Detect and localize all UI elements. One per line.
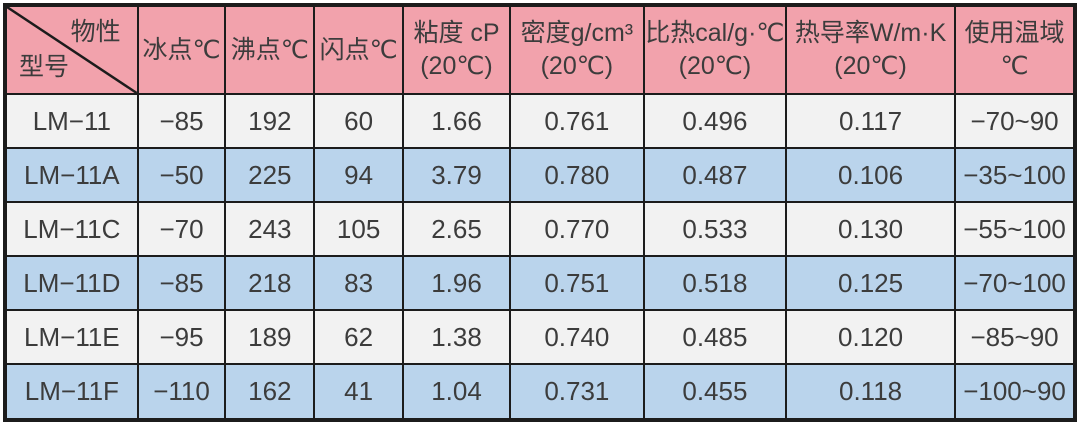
header-specific-heat: 比热cal/g·℃ (20℃) <box>642 4 788 95</box>
header-line2: (20℃) <box>420 52 493 80</box>
row-model-cell: LM−11D <box>4 255 139 312</box>
table-cell: 3.79 <box>402 147 511 204</box>
table-cell: 243 <box>224 201 316 258</box>
corner-label-property: 物性 <box>70 18 121 46</box>
header-line2: (20℃) <box>540 52 614 80</box>
header-freezing-point: 冰点℃ <box>136 4 227 95</box>
table-cell: −85 <box>136 92 227 150</box>
table-cell: 0.130 <box>785 201 957 258</box>
table-row: LM−11A −50 225 94 3.79 0.780 0.487 0.106… <box>4 147 1076 204</box>
table-cell: 83 <box>313 255 404 312</box>
table-cell: 0.780 <box>509 147 645 204</box>
table-cell: 0.770 <box>509 201 645 258</box>
table-row: LM−11C −70 243 105 2.65 0.770 0.533 0.13… <box>4 201 1076 258</box>
table-cell: 105 <box>313 201 404 258</box>
header-line2: ℃ <box>1000 52 1029 80</box>
corner-cell: 物性 型号 <box>4 4 139 95</box>
table-cell: 0.106 <box>785 147 957 204</box>
table-cell: 0.496 <box>642 92 788 150</box>
table-cell: −85 <box>136 255 227 312</box>
table-cell: 162 <box>224 363 316 421</box>
table-cell: 62 <box>313 309 404 366</box>
table-cell: 192 <box>224 92 316 150</box>
corner-label-model: 型号 <box>19 53 70 81</box>
table-cell: 0.125 <box>785 255 957 312</box>
table-cell: −70~90 <box>954 92 1076 150</box>
header-line1: 沸点℃ <box>230 35 309 64</box>
header-line1: 闪点℃ <box>319 35 398 64</box>
table-cell: 2.65 <box>402 201 511 258</box>
header-line2: (20℃) <box>678 52 752 80</box>
header-density: 密度g/cm³ (20℃) <box>509 4 645 95</box>
table-cell: −95 <box>136 309 227 366</box>
row-model-cell: LM−11C <box>4 201 139 258</box>
header-line1: 粘度 cP <box>413 19 500 47</box>
table-cell: −100~90 <box>954 363 1076 421</box>
table-cell: 1.66 <box>402 92 511 150</box>
table-frame: 物性 型号 冰点℃ 沸点℃ 闪点℃ 粘度 cP (20℃) <box>3 3 1077 422</box>
header-flash-point: 闪点℃ <box>313 4 404 95</box>
table-cell: 0.485 <box>642 309 788 366</box>
header-line1: 密度g/cm³ <box>520 19 634 47</box>
table-cell: 0.117 <box>785 92 957 150</box>
header-boiling-point: 沸点℃ <box>224 4 316 95</box>
header-line1: 使用温域 <box>964 19 1065 47</box>
table-cell: 0.761 <box>509 92 645 150</box>
row-model-cell: LM−11F <box>4 363 139 421</box>
table-cell: −55~100 <box>954 201 1076 258</box>
table-cell: 1.96 <box>402 255 511 312</box>
header-line1: 冰点℃ <box>142 35 221 64</box>
table-cell: 0.533 <box>642 201 788 258</box>
table-cell: 0.751 <box>509 255 645 312</box>
table-row: LM−11F −110 162 41 1.04 0.731 0.455 0.11… <box>4 363 1076 421</box>
row-model-cell: LM−11A <box>4 147 139 204</box>
table-cell: 0.731 <box>509 363 645 421</box>
table-cell: 0.518 <box>642 255 788 312</box>
table-cell: 0.455 <box>642 363 788 421</box>
table-cell: 0.487 <box>642 147 788 204</box>
header-viscosity: 粘度 cP (20℃) <box>402 4 511 95</box>
table-cell: 0.118 <box>785 363 957 421</box>
header-line2: (20℃) <box>834 52 907 80</box>
table-cell: −70~100 <box>954 255 1076 312</box>
table-cell: 1.04 <box>402 363 511 421</box>
table-cell: 189 <box>224 309 316 366</box>
header-temp-range: 使用温域 ℃ <box>954 4 1076 95</box>
table-cell: 0.120 <box>785 309 957 366</box>
table-cell: 41 <box>313 363 404 421</box>
properties-table: 物性 型号 冰点℃ 沸点℃ 闪点℃ 粘度 cP (20℃) <box>3 3 1077 422</box>
header-line1: 热导率W/m·K <box>794 19 947 47</box>
table-row: LM−11E −95 189 62 1.38 0.740 0.485 0.120… <box>4 309 1076 366</box>
table-cell: −110 <box>136 363 227 421</box>
header-line1: 比热cal/g·℃ <box>645 19 785 47</box>
header-thermal-conductivity: 热导率W/m·K (20℃) <box>785 4 957 95</box>
table-cell: 225 <box>224 147 316 204</box>
table-cell: 218 <box>224 255 316 312</box>
table-cell: 60 <box>313 92 404 150</box>
row-model-cell: LM−11E <box>4 309 139 366</box>
table-cell: −50 <box>136 147 227 204</box>
table-cell: −85~90 <box>954 309 1076 366</box>
table-cell: 1.38 <box>402 309 511 366</box>
diagonal-line <box>7 7 137 93</box>
header-row: 物性 型号 冰点℃ 沸点℃ 闪点℃ 粘度 cP (20℃) <box>4 4 1076 95</box>
row-model-cell: LM−11 <box>4 92 139 150</box>
table-cell: 0.740 <box>509 309 645 366</box>
table-cell: 94 <box>313 147 404 204</box>
table-row: LM−11 −85 192 60 1.66 0.761 0.496 0.117 … <box>4 92 1076 150</box>
table-cell: −35~100 <box>954 147 1076 204</box>
table-row: LM−11D −85 218 83 1.96 0.751 0.518 0.125… <box>4 255 1076 312</box>
table-cell: −70 <box>136 201 227 258</box>
